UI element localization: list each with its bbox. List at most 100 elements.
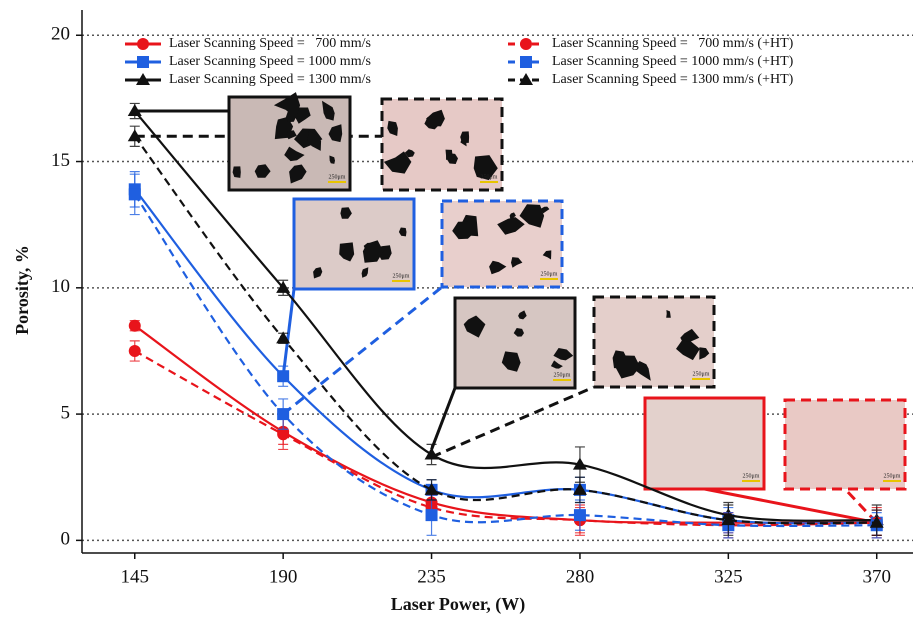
legend-label: Laser Scanning Speed = 700 mm/s (+HT) — [552, 36, 794, 51]
pore — [313, 267, 323, 279]
pore — [340, 207, 352, 219]
connector — [704, 487, 878, 525]
marker — [276, 280, 291, 293]
scale-label: 250μm — [393, 273, 410, 279]
pore — [254, 164, 271, 178]
scale-label: 250μm — [743, 473, 760, 479]
pore — [294, 107, 311, 124]
marker — [573, 509, 586, 522]
y-tick-label: 10 — [51, 276, 70, 297]
marker — [277, 428, 290, 441]
pore — [519, 204, 545, 228]
micrograph-frame — [440, 199, 564, 289]
scale-bar — [392, 280, 410, 282]
marker — [128, 188, 141, 201]
micrograph: 250μm — [380, 97, 504, 192]
marker — [520, 38, 532, 50]
micrograph-frame — [783, 398, 907, 491]
scale-label: 250μm — [554, 372, 571, 378]
pore — [232, 166, 241, 178]
pore — [550, 360, 563, 369]
legend-label: Laser Scanning Speed = 1300 mm/s (+HT) — [552, 72, 794, 87]
scale-label: 250μm — [329, 174, 346, 180]
marker — [127, 129, 142, 142]
pore — [676, 340, 700, 361]
pore — [328, 124, 343, 143]
pore — [518, 310, 527, 320]
y-tick-label: 5 — [61, 402, 71, 423]
x-tick-label: 325 — [714, 566, 743, 587]
legend-label: Laser Scanning Speed = 1000 mm/s — [169, 54, 371, 69]
pore — [322, 100, 335, 121]
pore — [286, 130, 297, 140]
scale-label: 250μm — [481, 174, 498, 180]
scale-bar — [540, 278, 558, 280]
pore — [542, 250, 552, 260]
x-tick-label: 280 — [566, 566, 595, 587]
pore — [513, 328, 524, 337]
y-axis-title: Porosity, % — [12, 245, 32, 335]
micrograph-frame — [643, 396, 766, 491]
pore — [404, 149, 415, 158]
marker — [137, 38, 149, 50]
pore — [699, 347, 710, 360]
micrograph-image — [645, 398, 764, 489]
marker — [869, 515, 884, 528]
pore — [284, 146, 305, 162]
marker — [128, 344, 141, 357]
scale-bar — [553, 379, 571, 381]
series-line — [133, 188, 877, 525]
series-line — [134, 349, 877, 527]
pore — [273, 92, 301, 118]
connector — [281, 288, 296, 377]
micrograph-image — [455, 298, 575, 388]
pore — [361, 267, 369, 278]
pore — [329, 155, 335, 164]
y-tick-label: 20 — [51, 24, 70, 45]
legend-label: Laser Scanning Speed = 1000 mm/s (+HT) — [552, 54, 794, 69]
pore — [339, 242, 355, 262]
micrograph: 250μm — [783, 398, 907, 491]
marker — [277, 408, 290, 421]
pore — [497, 217, 525, 235]
scale-bar — [480, 181, 498, 183]
marker — [277, 370, 290, 383]
pore — [387, 120, 398, 136]
micrograph-frame — [227, 95, 352, 192]
pore — [446, 153, 458, 164]
micrograph-frame — [592, 295, 716, 389]
connector — [430, 387, 457, 450]
pore — [362, 240, 384, 263]
series-line — [133, 135, 877, 525]
pore — [615, 355, 641, 379]
micrograph: 250μm — [227, 92, 352, 192]
pore — [383, 151, 412, 174]
marker — [128, 319, 141, 332]
y-tick-label: 15 — [51, 150, 70, 171]
x-tick-label: 235 — [417, 566, 446, 587]
pore — [452, 221, 476, 240]
scale-label: 250μm — [541, 271, 558, 277]
pore — [511, 257, 523, 268]
x-tick-label: 190 — [269, 566, 298, 587]
marker — [424, 447, 439, 460]
pore — [426, 109, 445, 127]
connector — [282, 285, 443, 416]
pore — [463, 315, 486, 338]
x-axis-title: Laser Power, (W) — [391, 594, 525, 615]
scale-bar — [742, 480, 760, 482]
marker — [137, 56, 149, 68]
marker — [425, 509, 438, 522]
marker — [276, 331, 291, 344]
pore — [460, 131, 470, 143]
micrograph: 250μm — [453, 296, 577, 390]
scale-bar — [692, 378, 710, 380]
micrograph: 250μm — [643, 396, 766, 491]
marker — [572, 457, 587, 470]
y-tick-label: 0 — [61, 529, 71, 550]
series-line — [134, 324, 877, 524]
pore — [509, 212, 516, 219]
connector — [430, 385, 595, 459]
scale-bar — [883, 480, 901, 482]
marker — [721, 513, 736, 526]
